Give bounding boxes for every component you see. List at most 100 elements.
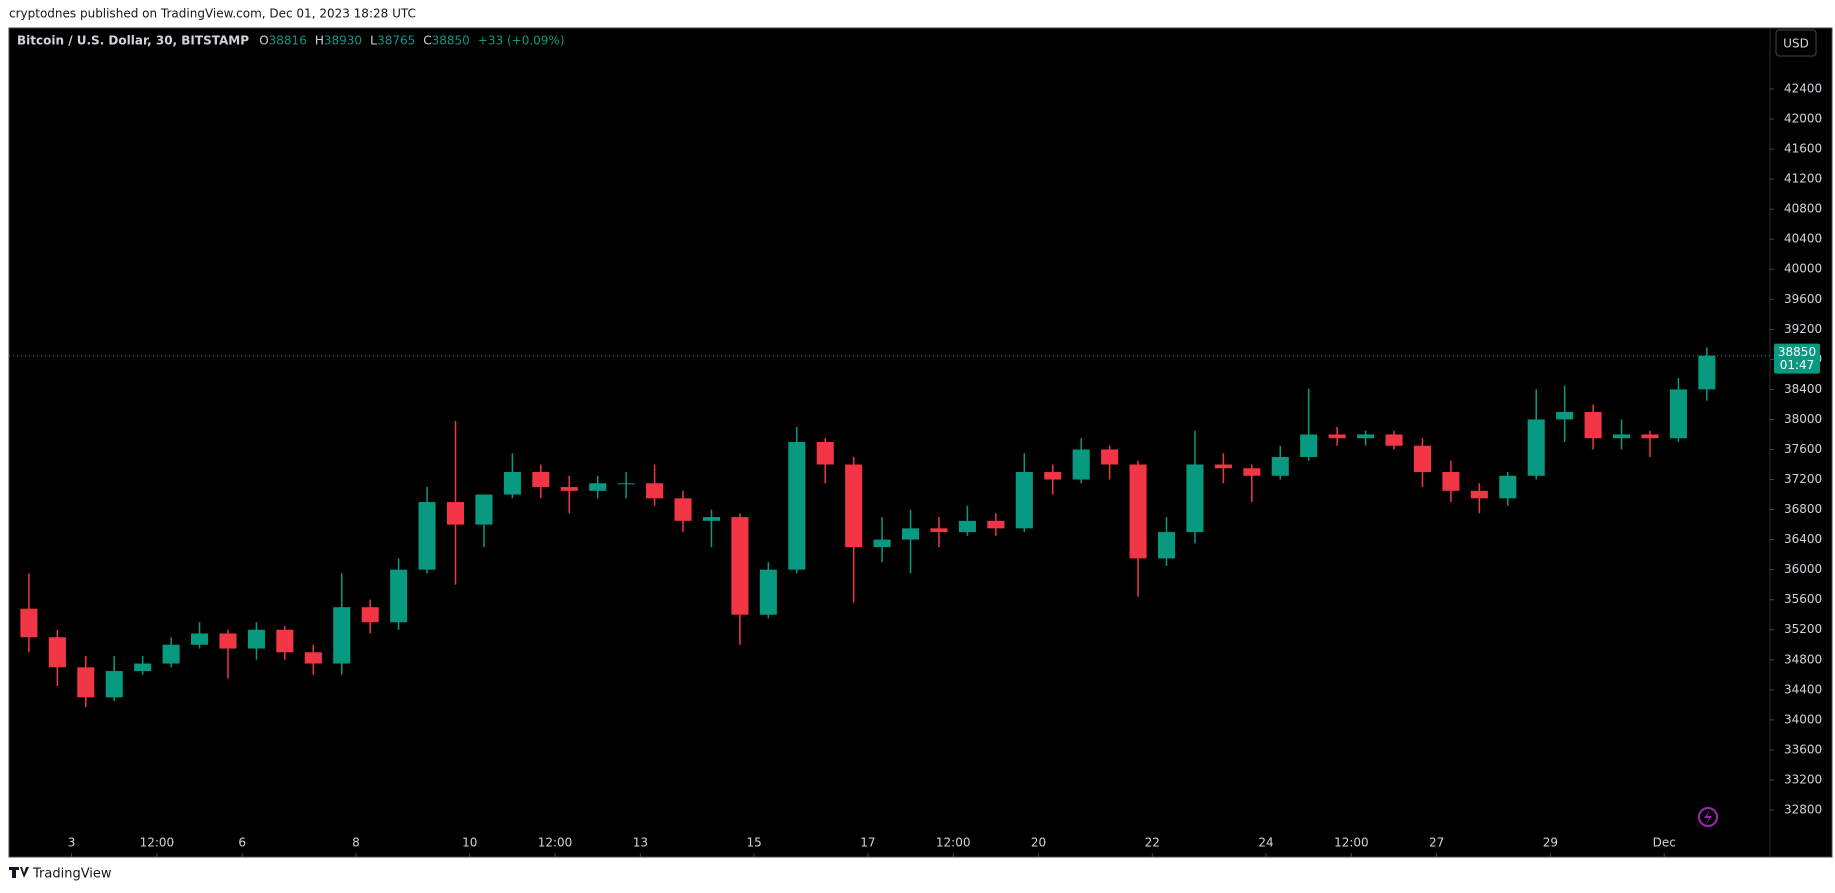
legend-key: C <box>423 34 431 48</box>
legend-key: H <box>315 34 324 48</box>
alert-icon[interactable] <box>1698 807 1718 827</box>
y-tick-label: 36400 <box>1784 532 1822 546</box>
x-tick-label: 24 <box>1258 836 1273 850</box>
candle-body <box>1044 472 1062 480</box>
legend-value: 38930 <box>324 34 362 48</box>
candle-body <box>1101 449 1119 465</box>
candle-body <box>361 607 379 623</box>
x-tick-label: 17 <box>860 836 875 850</box>
candle-body <box>1613 434 1631 439</box>
x-tick-label: 12:00 <box>140 836 175 850</box>
candle-body <box>1442 472 1460 491</box>
candle-body <box>1157 532 1176 559</box>
legend-key: L <box>370 34 377 48</box>
candle-body <box>77 667 95 698</box>
candle-body <box>1243 468 1261 476</box>
candle-body <box>1669 389 1687 439</box>
candle-body <box>134 663 152 672</box>
candle-body <box>816 441 834 465</box>
y-tick-label: 38000 <box>1784 412 1822 426</box>
candle-body <box>219 633 237 649</box>
tv-logo <box>9 867 29 878</box>
currency-button[interactable] <box>1775 29 1817 57</box>
y-tick-label: 40000 <box>1784 262 1822 276</box>
y-tick-label: 40400 <box>1784 232 1822 246</box>
x-tick-label: 13 <box>633 836 648 850</box>
x-tick-label: 20 <box>1031 836 1046 850</box>
candle-body <box>162 644 180 664</box>
candle-body <box>191 633 209 645</box>
candle-body <box>446 502 465 525</box>
candle-body <box>247 629 265 649</box>
y-tick-label: 32800 <box>1784 802 1822 816</box>
candle-body <box>930 528 948 533</box>
y-tick-label: 35600 <box>1784 592 1822 606</box>
candle-body <box>617 483 635 485</box>
y-tick-label: 34400 <box>1784 682 1822 696</box>
candle-body <box>333 607 351 664</box>
candle-body <box>1413 445 1431 473</box>
y-tick-label: 34800 <box>1784 652 1822 666</box>
currency-label[interactable]: USD <box>1783 37 1809 51</box>
x-tick-label: 12:00 <box>936 836 971 850</box>
x-tick-label: 3 <box>68 836 76 850</box>
candle-body <box>1698 355 1716 390</box>
legend-value: 38816 <box>269 34 307 48</box>
y-tick-label: 40800 <box>1784 202 1822 216</box>
y-tick-label: 37600 <box>1784 442 1822 456</box>
candle-body <box>1214 464 1232 469</box>
candle-body <box>20 608 38 638</box>
candle-body <box>702 517 720 521</box>
y-tick-label: 41200 <box>1784 172 1822 186</box>
candle-body <box>532 472 550 488</box>
legend-value: 38765 <box>377 34 415 48</box>
y-tick-label: 38400 <box>1784 382 1822 396</box>
x-tick-label: 10 <box>462 836 477 850</box>
candle-body <box>503 472 521 495</box>
candle-body <box>1470 490 1488 499</box>
x-tick-label: 29 <box>1543 836 1558 850</box>
candle-body <box>1499 475 1517 499</box>
y-tick-label: 39600 <box>1784 292 1822 306</box>
candle-body <box>1357 434 1375 439</box>
candle-body <box>1556 411 1574 420</box>
legend-key: O <box>259 34 268 48</box>
x-tick-label: 8 <box>352 836 360 850</box>
y-tick-label: 39200 <box>1784 322 1822 336</box>
candle-body <box>845 464 863 548</box>
candle-body <box>1300 434 1318 457</box>
y-tick-label: 34000 <box>1784 712 1822 726</box>
candle-body <box>418 502 436 570</box>
candle-body <box>731 517 749 615</box>
candle-body <box>788 441 806 570</box>
x-tick-label: 12:00 <box>1334 836 1369 850</box>
x-tick-label: 15 <box>746 836 761 850</box>
alert-bolt <box>1704 810 1712 824</box>
candle-body <box>873 539 891 548</box>
x-tick-label: 12:00 <box>538 836 573 850</box>
candle-body <box>390 569 408 623</box>
candle-body <box>987 520 1005 529</box>
x-tick-label: 27 <box>1429 836 1444 850</box>
legend-change: +33 (+0.09%) <box>478 34 565 48</box>
x-tick-label: 22 <box>1145 836 1160 850</box>
legend-title: Bitcoin / U.S. Dollar, 30, BITSTAMP <box>17 34 249 48</box>
candle-body <box>958 520 976 533</box>
candle-body <box>589 483 607 491</box>
candle-body <box>276 629 294 653</box>
last-price-tag <box>1774 343 1820 374</box>
countdown-label: 01:47 <box>1780 358 1815 372</box>
candle-body <box>1527 419 1545 476</box>
candle-body <box>646 483 664 499</box>
y-tick-label: 36000 <box>1784 562 1822 576</box>
publish-header: cryptodnes published on TradingView.com,… <box>9 7 416 21</box>
y-tick-label: 35200 <box>1784 622 1822 636</box>
candle-body <box>674 498 692 521</box>
candle-body <box>1641 434 1659 439</box>
candle-body <box>1584 411 1602 439</box>
candle-body <box>304 652 322 664</box>
candle-body <box>1271 456 1289 476</box>
last-price-label: 38850 <box>1778 345 1816 359</box>
candle-body <box>1328 434 1346 439</box>
